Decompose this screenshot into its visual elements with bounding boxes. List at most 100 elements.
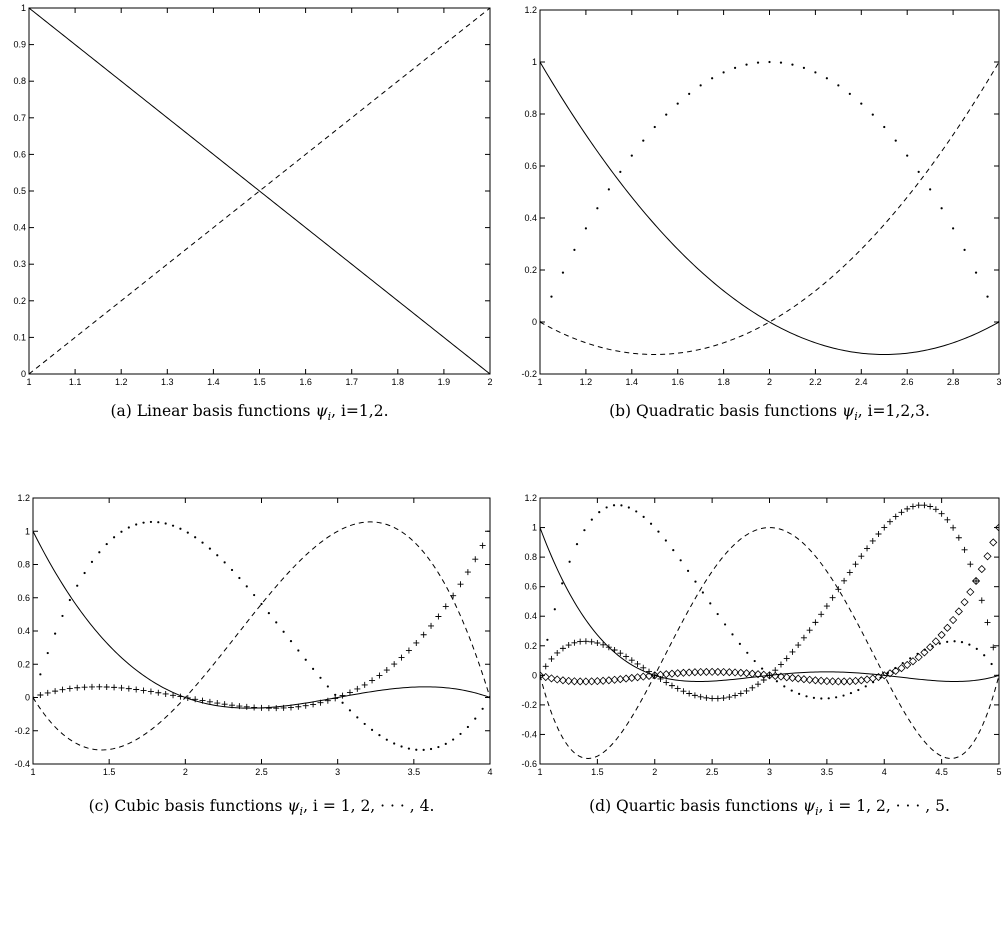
series-4-point [339,692,346,699]
series-4-point [317,699,324,706]
series-4-point [852,561,859,568]
series-2-point [746,651,749,654]
series-2-point [474,717,477,720]
caption-psi: ψ [842,402,855,420]
x-tick-label: 2.4 [855,377,868,387]
series-4-point [177,693,184,700]
series-2-point [311,667,315,670]
series-4-point [251,704,258,711]
y-tick-label: 0.8 [13,76,26,86]
series-4-point [229,702,236,709]
series-4-point [955,534,962,541]
y-tick-label: 1 [25,526,30,536]
series-2-point [753,659,756,663]
x-tick-label: 1.5 [103,767,116,777]
series-2-point [334,693,337,696]
series-4-point [944,516,951,523]
series-5-point [966,587,975,597]
series-5-point [576,677,585,686]
series-2-point [186,531,189,534]
series-2-point [590,518,593,521]
series-2-point [860,102,863,105]
series-2-point [883,125,886,129]
series-2-point [619,170,622,173]
series-4-point [88,683,95,690]
series-2-point [963,248,966,251]
series-4-point [295,703,302,710]
series-4-point [140,687,147,694]
series-4-point [600,641,607,648]
series-2-point [584,227,588,230]
series-5-point [799,675,808,684]
caption-suffix: , i = 1, 2, · · · , 4. [303,797,434,815]
series-2-point [756,61,760,64]
series-4-point [737,690,744,697]
series-5-point [713,667,722,676]
series-4-point [162,690,169,697]
series-group [33,520,490,752]
series-4-point [680,688,687,695]
series-2-point [871,113,874,116]
series-2-point [98,551,101,554]
series-2-point [983,654,986,657]
series-5-point [599,676,608,685]
series-2-point [319,676,322,679]
series-4-point [457,581,464,588]
series-2-point [194,536,197,539]
y-tick-label: 1 [21,3,26,13]
series-2-point [201,541,204,544]
series-2-point [575,543,579,546]
series-4-point [686,690,693,697]
series-2-point [429,747,433,751]
series-4-point [875,531,882,538]
series-5-point [673,669,682,678]
plot-panel-1: 1 1.1 1.2 1.3 1.4 1.5 1.6 1.7 1.8 1.9 2 0 0.1 0.2 0.3 0… [13,3,492,423]
series-4-point [697,693,704,700]
series-2-point [326,685,329,688]
series-1-line [29,8,490,374]
series-5-point [943,623,952,632]
series-1-line [540,527,999,682]
series-2-point [83,571,86,575]
series-2-point [466,725,469,729]
series-2-point [561,582,564,585]
y-tick-label: 0.2 [524,265,537,275]
series-5-point [708,667,717,676]
series-5-point [667,669,677,678]
series-4-point [858,553,865,560]
series-2-point [452,738,455,741]
series-4-point [617,650,624,657]
series-4-point [302,702,309,709]
series-4-point [184,694,191,701]
caption-psi: ψ [287,797,300,815]
series-5-point [541,672,550,682]
series-2-point [341,701,344,704]
series-2-point [238,576,241,580]
series-2-point [909,657,912,660]
series-4-point [674,685,681,692]
series-4-point [435,613,442,620]
series-4-point [967,561,974,568]
axes-box [539,9,1000,375]
series-4-point [236,703,243,710]
series-2-point [105,542,108,546]
series-4-point [44,689,51,696]
series-4-point [588,638,595,645]
series-2-point [546,638,549,641]
series-2-point [68,598,71,602]
series-4-point [559,645,566,652]
series-2-point [664,539,667,542]
series-2-point [701,591,704,594]
series-4-point [795,642,802,649]
series-4-point [783,655,790,662]
series-5-point [937,630,946,639]
series-5-point [977,565,986,574]
series-5-point [862,675,872,684]
series-4-point [921,502,928,509]
series-1-line [33,531,490,709]
series-2-point [370,728,374,731]
series-2-point [642,515,645,519]
series-2-point [649,522,653,525]
series-2-point [127,526,130,529]
